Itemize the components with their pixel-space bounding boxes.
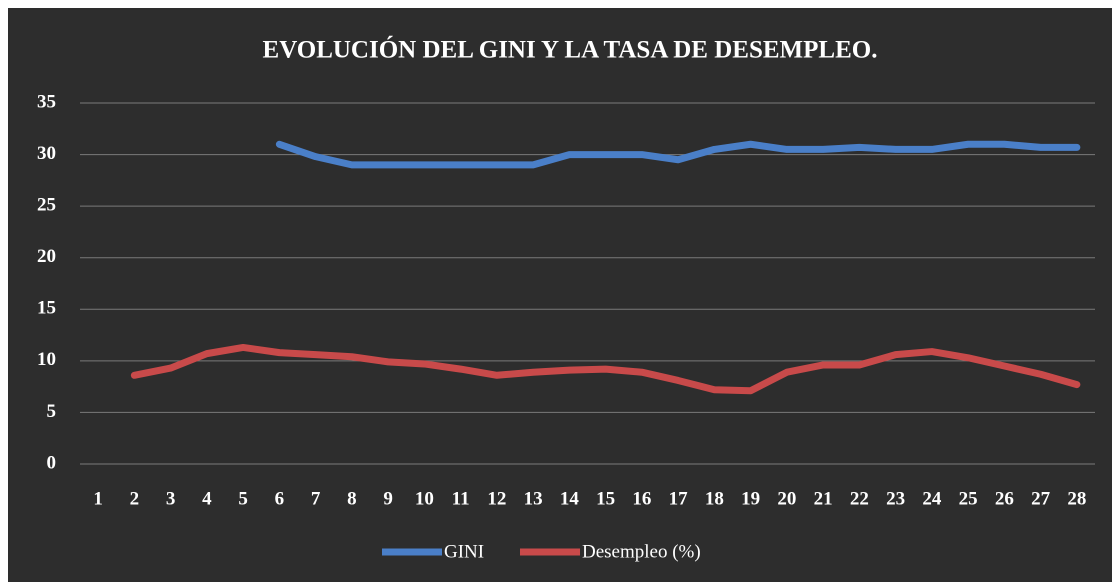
x-tick-label: 6 — [275, 488, 285, 509]
y-tick-label: 5 — [47, 401, 57, 422]
x-tick-label: 5 — [238, 488, 248, 509]
x-tick-label: 12 — [487, 488, 506, 509]
series-line — [130, 343, 1081, 395]
x-tick-label: 26 — [995, 488, 1014, 509]
y-tick-label: 35 — [37, 91, 56, 112]
y-tick-label: 15 — [37, 298, 56, 319]
chart-background — [8, 8, 1112, 582]
x-tick-label: 21 — [814, 488, 833, 509]
y-tick-label: 30 — [37, 143, 56, 164]
y-tick-label: 10 — [37, 349, 56, 370]
y-tick-label: 20 — [37, 246, 56, 267]
x-tick-label: 8 — [347, 488, 357, 509]
x-tick-label: 22 — [850, 488, 869, 509]
x-tick-label: 11 — [452, 488, 470, 509]
x-tick-label: 15 — [596, 488, 615, 509]
x-tick-label: 24 — [922, 488, 942, 509]
chart-title: EVOLUCIÓN DEL GINI Y LA TASA DE DESEMPLE… — [263, 36, 878, 64]
x-tick-label: 28 — [1067, 488, 1086, 509]
x-tick-label: 9 — [383, 488, 393, 509]
x-tick-label: 3 — [166, 488, 176, 509]
x-tick-label: 18 — [705, 488, 724, 509]
x-tick-label: 13 — [524, 488, 543, 509]
x-tick-label: 10 — [415, 488, 434, 509]
x-tick-label: 20 — [777, 488, 796, 509]
x-tick-label: 4 — [202, 488, 212, 509]
x-tick-label: 14 — [560, 488, 580, 509]
x-tick-label: 17 — [669, 488, 689, 509]
y-tick-label: 25 — [37, 195, 56, 216]
legend-label: Desempleo (%) — [582, 541, 701, 562]
y-tick-label: 0 — [47, 452, 57, 473]
x-tick-label: 1 — [93, 488, 103, 509]
x-tick-label: 7 — [311, 488, 321, 509]
x-tick-label: 23 — [886, 488, 905, 509]
series-line — [275, 140, 1081, 169]
x-tick-label: 27 — [1031, 488, 1051, 509]
x-tick-label: 2 — [130, 488, 140, 509]
legend-label: GINI — [444, 541, 484, 562]
x-tick-label: 25 — [959, 488, 978, 509]
x-tick-label: 16 — [632, 488, 651, 509]
x-tick-label: 19 — [741, 488, 760, 509]
